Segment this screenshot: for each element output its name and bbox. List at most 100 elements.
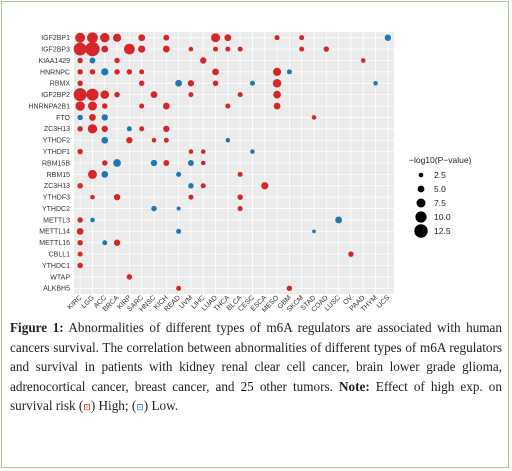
gene-label: IGF2BP1 [41, 35, 70, 42]
data-point [237, 171, 243, 177]
caption-note-text-2: ) High; ( [90, 398, 137, 414]
data-point [113, 159, 121, 167]
data-point [274, 35, 280, 41]
data-point [200, 149, 206, 154]
gene-label: YTHDF1 [43, 149, 70, 156]
low-symbol-icon: ⊡ [136, 403, 144, 414]
data-point [176, 171, 182, 177]
data-point [101, 136, 109, 144]
data-point [77, 262, 83, 269]
bubble-points [73, 32, 392, 292]
data-point [237, 46, 243, 52]
data-point [311, 115, 317, 120]
data-point [86, 88, 99, 101]
data-point [162, 102, 170, 110]
gene-label: RBMX [50, 81, 71, 88]
data-point [163, 137, 169, 143]
gene-label: ZC3H13 [44, 126, 70, 133]
gene-label: IGF2BP2 [41, 92, 70, 99]
data-point [151, 137, 157, 143]
data-point [138, 34, 146, 42]
data-point [113, 193, 121, 201]
gene-label: RBM15B [42, 160, 70, 167]
data-point [87, 101, 97, 111]
legend-dot [418, 172, 424, 178]
cancer-axis-labels: KIRCLGGACCBRCAKIRPSARCHNSCKICHREADUVMLIH… [67, 294, 392, 314]
data-point [101, 68, 109, 76]
data-point [250, 149, 255, 154]
bubble-chart: IGF2BP1 IGF2BP3 KIAA1429 HNRNPC RBMX IGF2BP2 H… [29, 32, 472, 314]
gene-label: ALKBH5 [43, 286, 70, 293]
caption-note-text-1: Effect of high exp. on survival risk ( [10, 378, 502, 414]
data-point [151, 205, 157, 212]
data-point [200, 57, 207, 64]
data-point [114, 69, 120, 75]
data-point [101, 45, 109, 53]
gene-label: WTAP [50, 274, 70, 281]
data-point [101, 125, 108, 133]
gene-label: YTHDF3 [43, 195, 70, 202]
data-point [176, 285, 182, 291]
data-point [163, 125, 170, 133]
data-point [188, 149, 194, 154]
data-point [77, 80, 83, 87]
data-point [77, 148, 83, 155]
data-point [73, 42, 87, 56]
legend-dot [416, 198, 426, 208]
data-point [299, 46, 305, 52]
data-point [124, 43, 135, 55]
data-point [89, 57, 96, 64]
data-point [162, 45, 170, 53]
legend-label: 2.5 [434, 170, 446, 180]
data-point [286, 69, 292, 75]
data-point [225, 137, 231, 143]
high-symbol-icon: ⊡ [83, 403, 91, 414]
gene-label: HNRNPC [40, 69, 70, 76]
data-point [77, 183, 83, 189]
legend-dot [417, 185, 425, 193]
gene-label: YTHDC1 [42, 263, 70, 270]
data-point [139, 103, 145, 109]
data-point [150, 91, 158, 99]
data-point [114, 57, 120, 64]
caption-note-text-3: ) Low. [143, 398, 179, 414]
data-point [237, 92, 243, 98]
data-point [237, 206, 243, 212]
gene-label: HNRNPA2B1 [29, 103, 71, 110]
data-point [126, 274, 133, 280]
data-point [175, 79, 183, 87]
cancer-label: KIRC [67, 294, 84, 311]
data-point [261, 182, 269, 190]
data-point [77, 69, 83, 75]
data-point [139, 69, 145, 75]
data-point [75, 101, 85, 111]
data-point [237, 194, 243, 200]
data-point [100, 32, 110, 43]
data-point [87, 124, 98, 134]
data-point [76, 227, 84, 235]
gene-axis-labels: IGF2BP1 IGF2BP3 KIAA1429 HNRNPC RBMX IGF2BP2 H… [29, 35, 71, 293]
data-point [273, 90, 281, 99]
data-point [139, 126, 145, 132]
data-point [101, 114, 108, 121]
data-point [89, 69, 96, 75]
gene-label: RBM15 [47, 172, 70, 179]
data-point [188, 92, 194, 98]
data-point [102, 240, 108, 246]
gene-label: IGF2BP3 [41, 46, 70, 53]
legend-dot [415, 211, 427, 223]
data-point [312, 229, 316, 234]
data-point [126, 69, 133, 75]
legend-title: −log10(P−value) [409, 155, 472, 165]
data-point [89, 114, 96, 121]
caption-text: Abnormalities of different types of m6A … [10, 320, 502, 394]
gene-label: METTL14 [39, 229, 70, 236]
data-point [225, 103, 231, 109]
data-point [212, 80, 219, 87]
caption-note-label: Note: [338, 378, 370, 394]
data-point [286, 285, 293, 292]
figure-caption: Figure 1: Abnormalities of different typ… [10, 318, 502, 419]
data-point [163, 160, 170, 166]
cancer-label: LGG [80, 294, 95, 309]
